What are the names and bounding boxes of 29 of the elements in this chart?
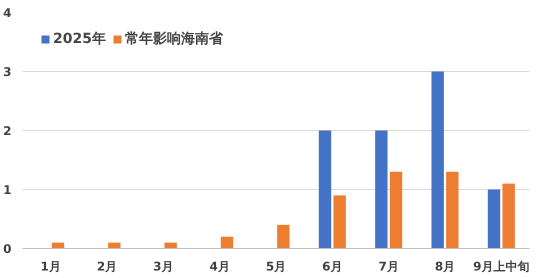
bar: [164, 242, 177, 248]
legend-label: 常年影响海南省: [124, 30, 223, 48]
bar: [333, 195, 346, 248]
bar: [375, 130, 388, 248]
bar: [446, 172, 459, 248]
y-tick-label: 3: [3, 65, 12, 79]
y-tick-label: 2: [3, 124, 12, 138]
bar: [502, 184, 515, 248]
x-tick-label: 6月: [322, 260, 343, 274]
bar: [488, 190, 500, 248]
bar: [108, 242, 121, 248]
y-tick-label: 0: [3, 242, 12, 256]
x-tick-label: 2月: [96, 260, 118, 274]
bar: [318, 130, 332, 248]
bar: [52, 242, 64, 248]
bar: [390, 172, 402, 248]
legend-label: 2025年: [53, 30, 106, 48]
y-tick-label: 4: [3, 6, 12, 20]
x-tick-label: 3月: [153, 260, 174, 274]
y-tick-label: 1: [3, 183, 12, 197]
x-tick-label: 4月: [209, 260, 230, 274]
x-tick-label: 8月: [434, 260, 456, 274]
x-tick-label: 7月: [378, 260, 399, 274]
bar: [277, 224, 290, 248]
x-tick-label: 9月上中旬: [473, 260, 530, 274]
x-tick-label: 1月: [40, 260, 61, 274]
bar: [431, 72, 444, 248]
bar: [220, 236, 234, 248]
x-tick-label: 5月: [266, 260, 286, 274]
